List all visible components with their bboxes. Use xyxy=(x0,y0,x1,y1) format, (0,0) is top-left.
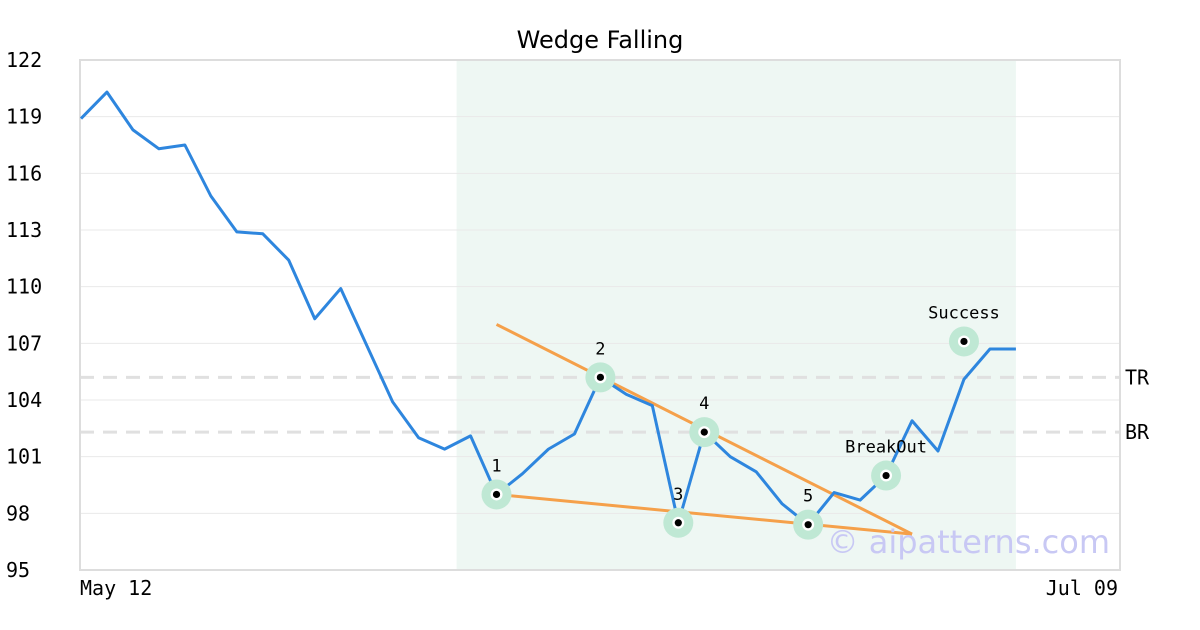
y-tick-label: 104 xyxy=(6,388,42,412)
watermark: © aipatterns.com xyxy=(827,523,1110,561)
plot-frame xyxy=(79,59,1121,571)
trendline-2 xyxy=(496,492,913,536)
marker-4-dot xyxy=(700,428,708,436)
y-tick-label: 113 xyxy=(6,218,42,242)
marker-2-dot xyxy=(596,373,605,381)
price-line xyxy=(79,90,1016,527)
marker-success-dot xyxy=(960,337,968,346)
y-tick-label: 119 xyxy=(6,105,42,129)
marker-4-label: 4 xyxy=(699,394,709,414)
y-tick-label: 110 xyxy=(6,275,42,299)
marker-5-label: 5 xyxy=(803,487,813,507)
y-tick-label: 95 xyxy=(6,558,30,582)
marker-1-label: 1 xyxy=(491,456,501,476)
gridlines xyxy=(80,116,1120,514)
marker-success-label: Success xyxy=(928,303,1000,323)
y-axis: 95 98 101 104 107 110 113 116 119 122 xyxy=(6,48,42,582)
marker-3-dot xyxy=(674,519,682,527)
y-tick-label: 98 xyxy=(6,501,30,525)
pattern-markers: 1 2 3 4 5 BreakOut Success xyxy=(481,303,1000,540)
y-tick-label: 107 xyxy=(6,331,42,355)
marker-breakout-label: BreakOut xyxy=(845,438,927,458)
x-tick-label-first: May 12 xyxy=(80,576,152,600)
marker-breakout-dot xyxy=(882,471,890,480)
marker-5-dot xyxy=(804,521,812,529)
level-label-br: BR xyxy=(1125,420,1150,444)
y-tick-label: 116 xyxy=(6,161,42,185)
y-tick-label: 101 xyxy=(6,445,42,469)
x-tick-label-last: Jul 09 xyxy=(1046,576,1118,600)
pattern-region xyxy=(456,60,1016,570)
marker-2-label: 2 xyxy=(595,339,605,359)
y-tick-label: 122 xyxy=(6,48,42,72)
marker-1-dot xyxy=(492,490,501,499)
level-label-tr: TR xyxy=(1125,365,1150,389)
chart-title: Wedge Falling xyxy=(517,26,684,54)
marker-3-label: 3 xyxy=(673,485,683,505)
